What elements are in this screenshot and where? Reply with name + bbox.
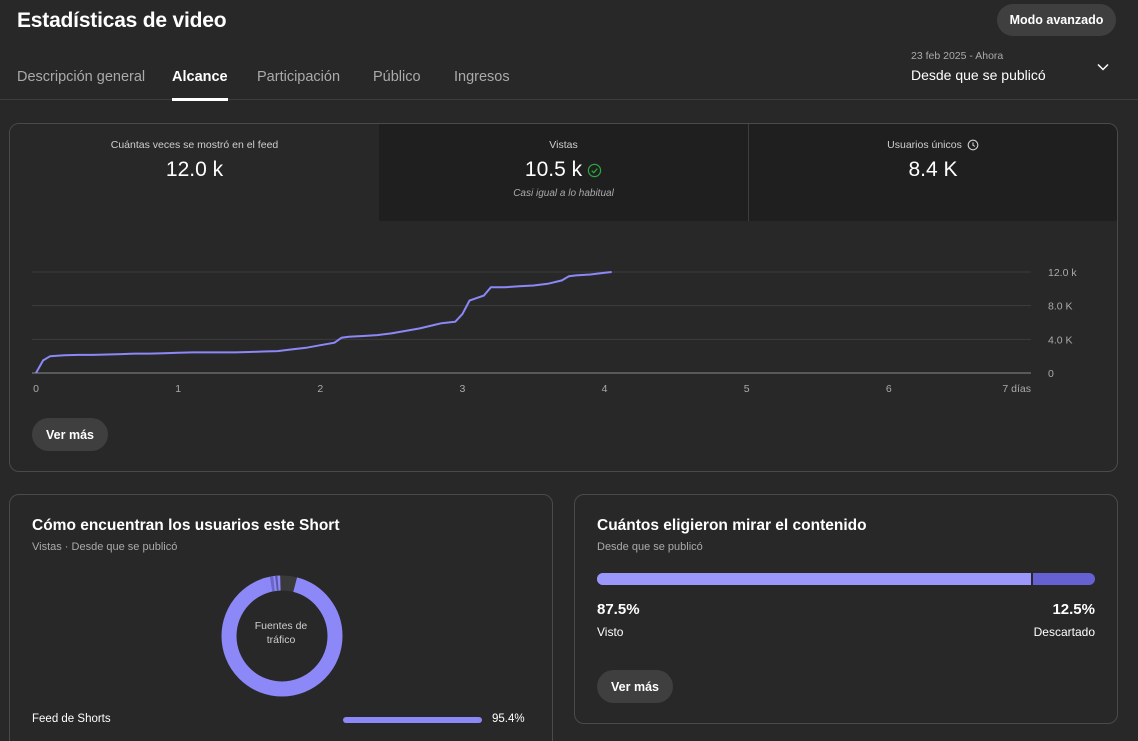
tab-audience[interactable]: Público [373,69,421,85]
x-tick-label: 5 [744,383,750,395]
metric-label: Vistas [549,139,578,151]
tab-overview[interactable]: Descripción general [17,69,146,85]
metric-value: 8.4 K [908,158,958,181]
x-tick-label: 0 [33,383,39,395]
source-percent: 95.4% [492,713,525,725]
x-tick-label: 4 [602,383,608,395]
tab-reach[interactable]: Alcance [172,69,228,101]
y-tick-label: 0 [1048,368,1054,380]
traffic-sources-card: Cómo encuentran los usuarios este Short … [9,494,553,741]
see-more-button[interactable]: Ver más [32,418,108,451]
clock-icon [967,139,979,151]
advanced-mode-button[interactable]: Modo avanzado [997,4,1116,36]
skipped-label: Descartado [1033,625,1095,639]
x-tick-label: 6 [886,383,892,395]
y-tick-label: 12.0 k [1048,267,1077,279]
source-bar [343,717,482,723]
date-range-selector[interactable]: 23 feb 2025 - Ahora Desde que se publicó [911,50,1046,83]
card-subtitle: Vistas · Desde que se publicó [32,541,178,553]
chevron-down-icon[interactable] [1097,61,1109,73]
traffic-sources-donut [221,575,343,697]
see-more-button[interactable]: Ver más [597,670,673,703]
donut-slice-shorts-feed [221,575,343,697]
metric-value: 10.5 k [524,158,583,181]
metric-label: Usuarios únicos [887,139,962,151]
x-tick-label: 3 [460,383,466,395]
viewed-bar-fill [597,573,1033,585]
x-tick-label: 7 días [1002,383,1031,395]
metric-label: Cuántas veces se mostró en el feed [110,139,279,151]
tab-revenue[interactable]: Ingresos [454,69,510,85]
skipped-percent: 12.5% [1052,601,1095,618]
metric-value: 12.0 k [165,158,224,181]
tab-bar: Descripción general Alcance Participació… [0,60,1138,101]
metric-note: Casi igual a lo habitual [513,188,614,199]
viewed-skipped-bar [597,573,1095,585]
metric-value-row: 10.5 k [379,158,748,182]
metric-tabs: Cuántas veces se mostró en el feed 12.0 … [10,124,1117,221]
y-tick-label: 4.0 K [1048,334,1073,346]
viewed-percent: 87.5% [597,601,640,618]
metric-feed-impressions[interactable]: Cuántas veces se mostró en el feed 12.0 … [10,124,379,221]
viewed-label: Visto [597,625,624,639]
date-range-label: Desde que se publicó [911,67,1046,83]
metric-label-row: Usuarios únicos [749,139,1117,151]
metric-unique-users[interactable]: Usuarios únicos 8.4 K [748,124,1117,221]
donut-center-label: Fuentes de tráfico [254,620,308,646]
card-subtitle: Desde que se publicó [597,541,703,553]
reach-card: Cuántas veces se mostró en el feed 12.0 … [9,123,1118,472]
page-title: Estadísticas de video [17,9,227,32]
metric-views[interactable]: Vistas 10.5 k Casi igual a lo habitual [379,124,748,221]
y-tick-label: 8.0 K [1048,301,1073,313]
traffic-source-row: Feed de Shorts 95.4% [32,713,532,729]
source-name: Feed de Shorts [32,713,111,725]
donut-slice-other [261,577,271,594]
content-choice-card: Cuántos eligieron mirar el contenido Des… [574,494,1118,724]
tab-engagement[interactable]: Participación [257,69,341,85]
x-tick-label: 1 [175,383,181,395]
date-range-dates: 23 feb 2025 - Ahora [911,50,1004,62]
feed-impressions-chart: 0 4.0 K 8.0 K 12.0 k 0 1 2 3 4 5 6 7 días [32,267,1077,395]
series-line [35,271,612,374]
check-circle-icon [587,163,602,177]
card-title: Cómo encuentran los usuarios este Short [32,517,340,534]
card-title: Cuántos eligieron mirar el contenido [597,517,867,534]
x-tick-label: 2 [317,383,323,395]
